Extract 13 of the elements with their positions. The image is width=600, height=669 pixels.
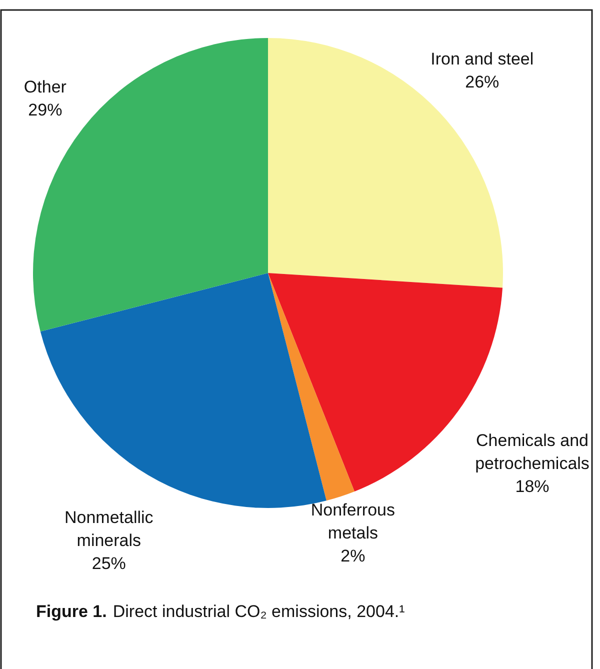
- pie-slice: [268, 273, 355, 501]
- text: Direct industrial CO₂ emissions, 2004.¹: [112, 602, 406, 621]
- data-label: 18%: [515, 477, 550, 496]
- data-label: 29%: [28, 101, 62, 120]
- slice-label: Chemicals and petrochemicals: [475, 431, 590, 474]
- slice-label: Other: [24, 78, 67, 98]
- data-label: 26%: [465, 72, 500, 92]
- slice-label: Nonmetallic minerals: [64, 508, 154, 551]
- text: Figure 1.: [36, 602, 107, 621]
- data-label: 25%: [92, 554, 126, 574]
- slice-label: Iron and steel: [430, 50, 534, 69]
- data-label: 2%: [340, 546, 366, 566]
- slice-label: Nonferrous metals: [310, 500, 396, 543]
